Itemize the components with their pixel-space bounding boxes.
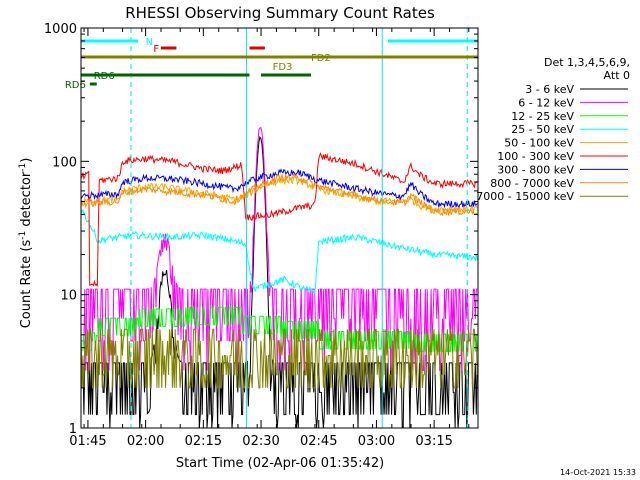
series-line-7000-15000-kev xyxy=(80,328,478,389)
legend-label-300-800-kev: 300 - 800 keV xyxy=(497,163,574,176)
annotation-label-f: F xyxy=(153,44,159,55)
legend-label-25-50-kev: 25 - 50 keV xyxy=(511,123,574,136)
legend-label-6-12-kev: 6 - 12 keV xyxy=(518,96,574,109)
legend-label-800-7000-kev: 800 - 7000 keV xyxy=(490,177,574,190)
annotation-label-n: N xyxy=(146,37,153,48)
annotation-layer: NF FD2 FD3 RD6 RD6 xyxy=(65,37,478,91)
y-tick-label: 10 xyxy=(60,289,77,304)
annotation-label-fd2: FD2 xyxy=(311,53,331,64)
timestamp: 14-Oct-2021 15:33 xyxy=(560,468,636,477)
x-tick-label: 02:45 xyxy=(300,434,337,449)
annotation-label-rd6: RD6 xyxy=(94,71,115,82)
y-axis-label: Count Rate (s-1 detector-1) xyxy=(18,158,34,329)
y-tick-label: 1000 xyxy=(44,22,77,37)
annotation-label-rd6: RD6 xyxy=(65,80,86,91)
legend-label-3-6-kev: 3 - 6 keV xyxy=(525,83,574,96)
x-axis-label: Start Time (02-Apr-06 01:35:42) xyxy=(176,456,384,471)
x-tick-label: 01:45 xyxy=(69,434,106,449)
x-tick-label: 02:30 xyxy=(242,434,279,449)
y-tick-label: 1 xyxy=(69,422,77,437)
series-layer xyxy=(80,127,478,429)
series-line-100-300-kev xyxy=(80,152,478,287)
annotation-label-fd3: FD3 xyxy=(273,62,293,73)
legend-header-line2: Att 0 xyxy=(604,69,630,82)
series-line-25-50-kev xyxy=(80,208,478,296)
x-tick-label: 03:00 xyxy=(358,434,395,449)
plot-frame xyxy=(80,27,479,429)
legend-label-7000-15000-kev: 7000 - 15000 keV xyxy=(476,190,574,203)
x-tick-label: 03:15 xyxy=(415,434,452,449)
x-tick-label: 02:00 xyxy=(127,434,164,449)
series-line-50-100-kev xyxy=(80,176,478,215)
legend-label-100-300-kev: 100 - 300 keV xyxy=(497,150,574,163)
x-tick-label: 02:15 xyxy=(185,434,222,449)
series-line-300-800-kev xyxy=(80,168,478,209)
series-line-800-7000-kev xyxy=(80,173,478,217)
y-tick-label: 100 xyxy=(52,155,77,170)
axes-layer: 1 10 100 1000 01:45 02:00 02:15 02:30 02:45 03:00… xyxy=(44,22,478,449)
chart-title: RHESSI Observing Summary Count Rates xyxy=(125,4,435,22)
legend-header-line1: Det 1,3,4,5,6,9, xyxy=(544,56,630,69)
legend-label-12-25-kev: 12 - 25 keV xyxy=(511,110,574,123)
legend-label-50-100-kev: 50 - 100 keV xyxy=(504,137,574,150)
